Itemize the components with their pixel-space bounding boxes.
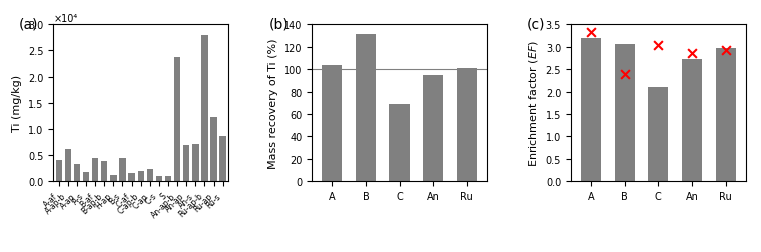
Bar bbox=[356, 35, 376, 181]
Bar bbox=[65, 149, 71, 181]
Bar bbox=[423, 75, 443, 181]
Point bbox=[652, 44, 664, 48]
Bar bbox=[74, 165, 80, 181]
Bar bbox=[165, 176, 171, 181]
Text: (c): (c) bbox=[527, 17, 546, 31]
Bar bbox=[183, 145, 189, 181]
Bar bbox=[322, 65, 342, 181]
Bar bbox=[119, 158, 126, 181]
Bar bbox=[715, 49, 736, 181]
Point bbox=[686, 52, 698, 56]
Bar bbox=[581, 39, 601, 181]
Bar bbox=[129, 174, 135, 181]
Bar bbox=[174, 58, 180, 181]
Bar bbox=[219, 137, 226, 181]
Y-axis label: Enrichment factor ($EF$): Enrichment factor ($EF$) bbox=[527, 40, 540, 167]
Bar bbox=[138, 171, 144, 181]
Bar bbox=[156, 177, 162, 181]
Bar bbox=[193, 144, 199, 181]
Bar bbox=[615, 45, 635, 181]
Y-axis label: Ti (mg/kg): Ti (mg/kg) bbox=[12, 75, 23, 132]
Text: (b): (b) bbox=[269, 17, 288, 31]
Bar bbox=[457, 69, 477, 181]
Bar bbox=[210, 118, 217, 181]
Bar bbox=[101, 162, 107, 181]
Bar bbox=[682, 60, 702, 181]
Text: ×10⁴: ×10⁴ bbox=[53, 14, 78, 24]
Text: (a): (a) bbox=[18, 17, 38, 31]
Point bbox=[719, 49, 731, 53]
Bar bbox=[648, 88, 668, 181]
Bar bbox=[110, 175, 116, 181]
Point bbox=[619, 73, 631, 77]
Bar bbox=[56, 161, 62, 181]
Bar bbox=[83, 173, 89, 181]
Bar bbox=[201, 36, 208, 181]
Y-axis label: Mass recovery of Ti (%): Mass recovery of Ti (%) bbox=[269, 38, 279, 168]
Bar bbox=[147, 169, 153, 181]
Point bbox=[585, 31, 597, 35]
Bar bbox=[390, 104, 409, 181]
Bar bbox=[92, 158, 98, 181]
